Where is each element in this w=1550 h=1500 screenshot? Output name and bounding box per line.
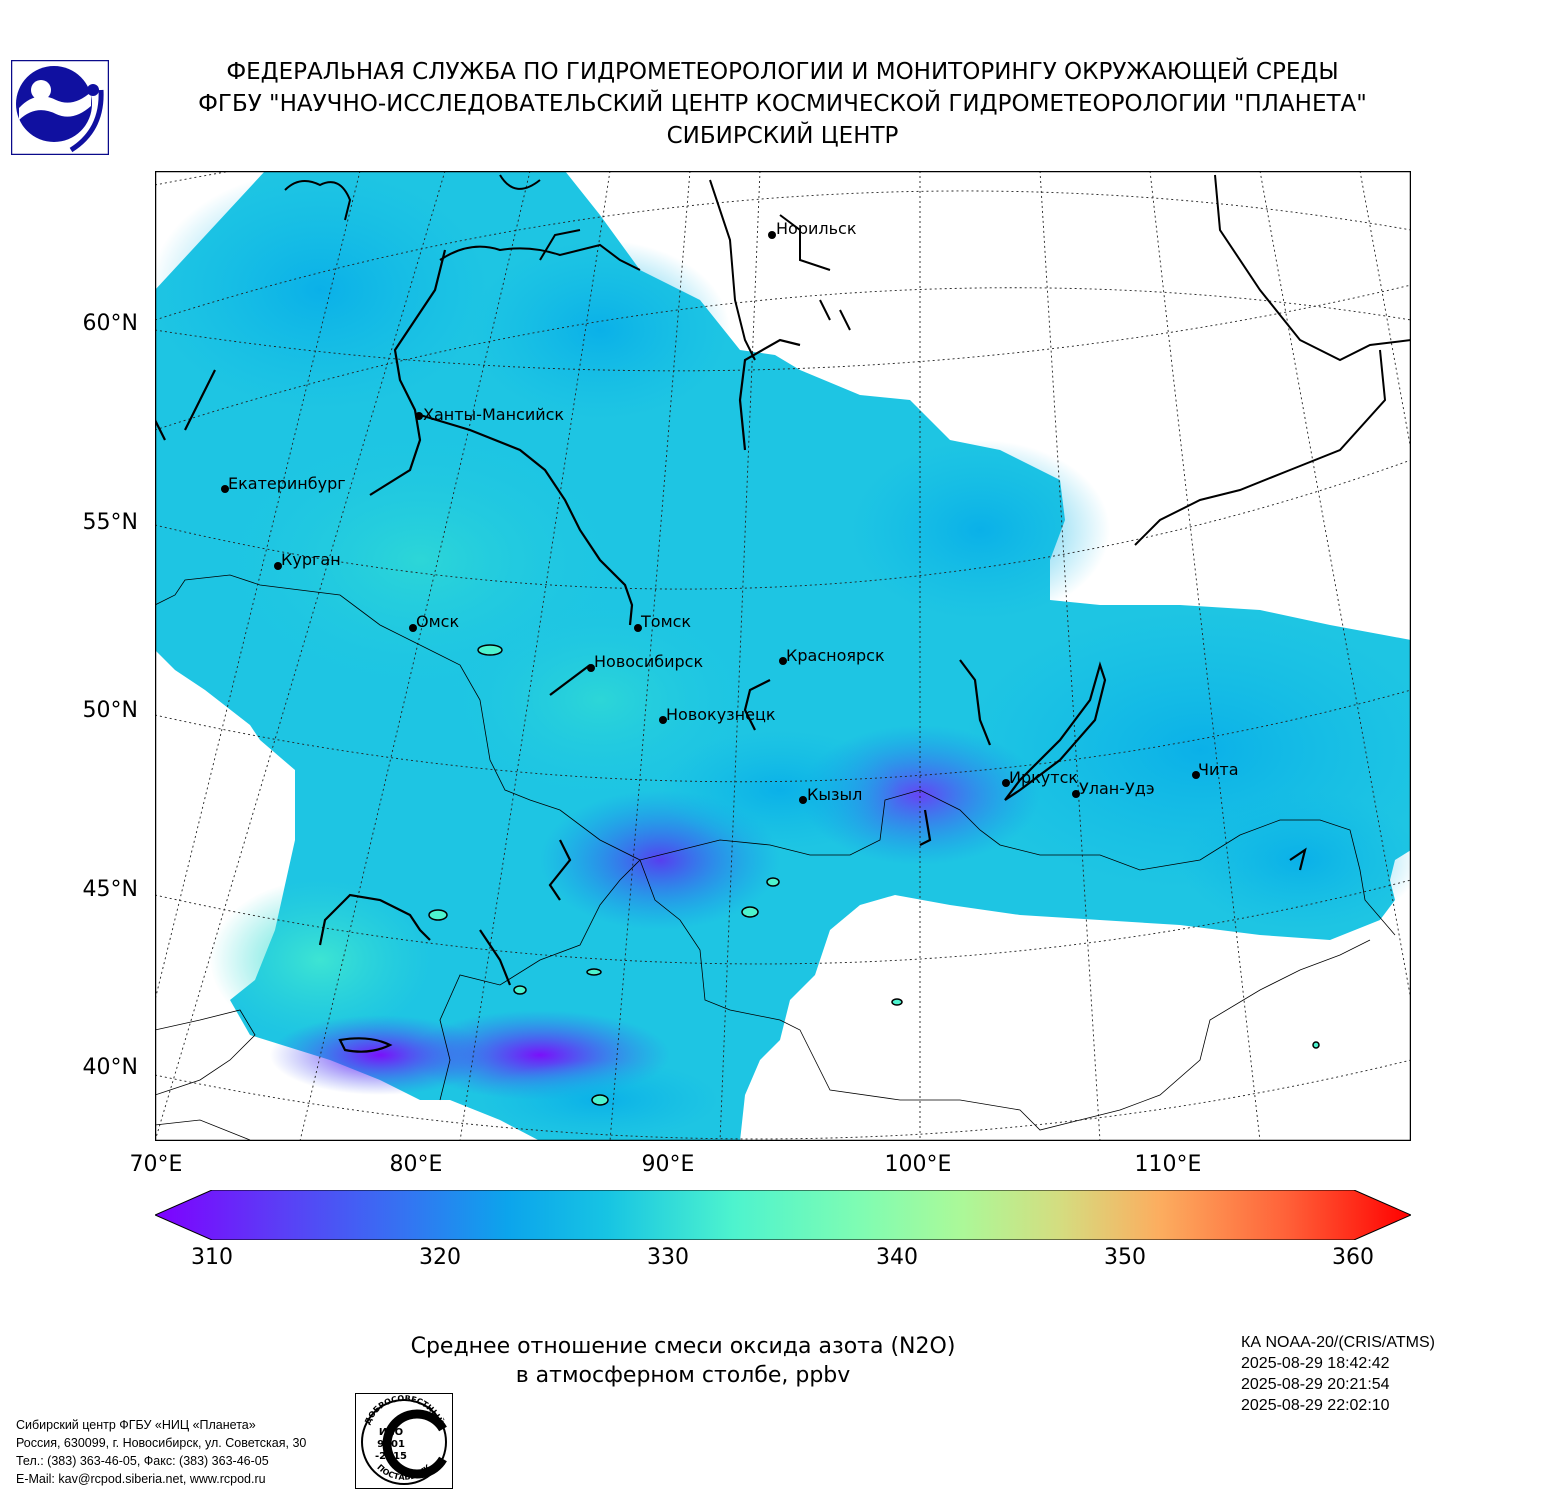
borders — [155, 574, 1396, 1141]
satellite-time-3: 2025-08-29 22:02:10 — [1241, 1397, 1390, 1414]
city-label: Курган — [281, 550, 341, 569]
satellite-name: КА NOAA-20/(CRIS/ATMS) — [1241, 1334, 1435, 1351]
lon-label-80: 80°E — [389, 1152, 443, 1177]
lat-label-45: 45°N — [82, 877, 138, 902]
city-yekaterinburg: Екатеринбург — [221, 474, 346, 493]
city-khanty-mansiysk: Ханты-Мансийск — [415, 405, 564, 424]
city-label: Новосибирск — [594, 652, 703, 671]
data-swath — [155, 171, 1411, 1141]
city-kyzyl: Кызыл — [799, 785, 862, 804]
address-line-2: Россия, 630099, г. Новосибирск, ул. Сове… — [16, 1436, 307, 1450]
colorbar-bar — [155, 1190, 1411, 1240]
address-line-3: Тел.: (383) 363-46-05, Факс: (383) 363-4… — [16, 1454, 269, 1468]
satellite-time-1: 2025-08-29 18:42:42 — [1241, 1355, 1390, 1372]
city-tomsk: Томск — [634, 612, 691, 632]
colorbar — [155, 1190, 1411, 1240]
city-label: Томск — [640, 612, 691, 631]
city-novosibirsk: Новосибирск — [587, 652, 703, 672]
lat-label-55: 55°N — [82, 510, 138, 535]
city-chita: Чита — [1192, 760, 1239, 779]
planeta-logo — [11, 60, 109, 155]
lon-label-70: 70°E — [129, 1152, 183, 1177]
city-label: Екатеринбург — [228, 474, 346, 493]
coastlines — [284, 174, 1411, 546]
colorbar-tick-330: 330 — [647, 1245, 689, 1270]
city-label: Чита — [1198, 760, 1239, 779]
satellite-time-2: 2025-08-29 20:21:54 — [1241, 1376, 1390, 1393]
iso-certificate-badge: ДОБРОСОВЕСТНЫЙ ПОСТАВЩИК ИСО 9001 -2015 — [355, 1393, 453, 1489]
city-label: Улан-Удэ — [1079, 779, 1155, 798]
city-label: Кызыл — [807, 785, 862, 804]
city-label: Ханты-Мансийск — [423, 405, 564, 424]
lon-label-110: 110°E — [1134, 1152, 1202, 1177]
map-title-line-2: в атмосферном столбе, ppbv — [515, 1363, 851, 1388]
city-label: Новокузнецк — [666, 705, 776, 724]
header-line-2: ФГБУ "НАУЧНО-ИССЛЕДОВАТЕЛЬСКИЙ ЦЕНТР КОС… — [198, 91, 1367, 117]
city-krasnoyarsk: Красноярск — [779, 646, 885, 665]
city-omsk: Омск — [409, 612, 459, 632]
n2o-map: Норильск Ханты-Мансийск Екатеринбург Кур… — [155, 171, 1411, 1141]
city-irkutsk: Иркутск — [1002, 768, 1078, 787]
header-line-1: ФЕДЕРАЛЬНАЯ СЛУЖБА ПО ГИДРОМЕТЕОРОЛОГИИ … — [226, 59, 1339, 85]
lakes — [428, 644, 1320, 1106]
lon-label-100: 100°E — [884, 1152, 952, 1177]
city-kurgan: Курган — [274, 550, 341, 570]
map-frame — [155, 171, 1411, 1141]
field-shading — [155, 171, 1411, 1140]
city-label: Омск — [416, 612, 459, 631]
city-label: Иркутск — [1009, 768, 1078, 787]
city-label: Норильск — [776, 219, 857, 238]
colorbar-tick-360: 360 — [1332, 1245, 1374, 1270]
lat-label-50: 50°N — [82, 698, 138, 723]
colorbar-tick-320: 320 — [419, 1245, 461, 1270]
city-label: Красноярск — [786, 646, 885, 665]
header-line-3: СИБИРСКИЙ ЦЕНТР — [666, 123, 899, 149]
city-ulan-ude: Улан-Удэ — [1072, 779, 1155, 798]
lon-label-90: 90°E — [641, 1152, 695, 1177]
rivers — [155, 249, 1307, 1053]
certificate-center-text: ИСО 9001 -2015 — [375, 1427, 407, 1462]
colorbar-tick-340: 340 — [876, 1245, 918, 1270]
map-title-line-1: Среднее отношение смеси оксида азота (N2… — [410, 1334, 956, 1359]
city-norilsk: Норильск — [768, 219, 857, 239]
lat-label-60: 60°N — [82, 311, 138, 336]
colorbar-tick-310: 310 — [191, 1245, 233, 1270]
colorbar-tick-350: 350 — [1104, 1245, 1146, 1270]
address-line-1: Сибирский центр ФГБУ «НИЦ «Планета» — [16, 1418, 256, 1432]
lat-label-40: 40°N — [82, 1055, 138, 1080]
city-novokuznetsk: Новокузнецк — [659, 705, 776, 724]
address-line-4: E-Mail: kav@rcpod.siberia.net, www.rcpod… — [16, 1472, 266, 1486]
graticule — [155, 171, 1411, 1141]
city-markers: Норильск Ханты-Мансийск Екатеринбург Кур… — [221, 219, 1239, 804]
